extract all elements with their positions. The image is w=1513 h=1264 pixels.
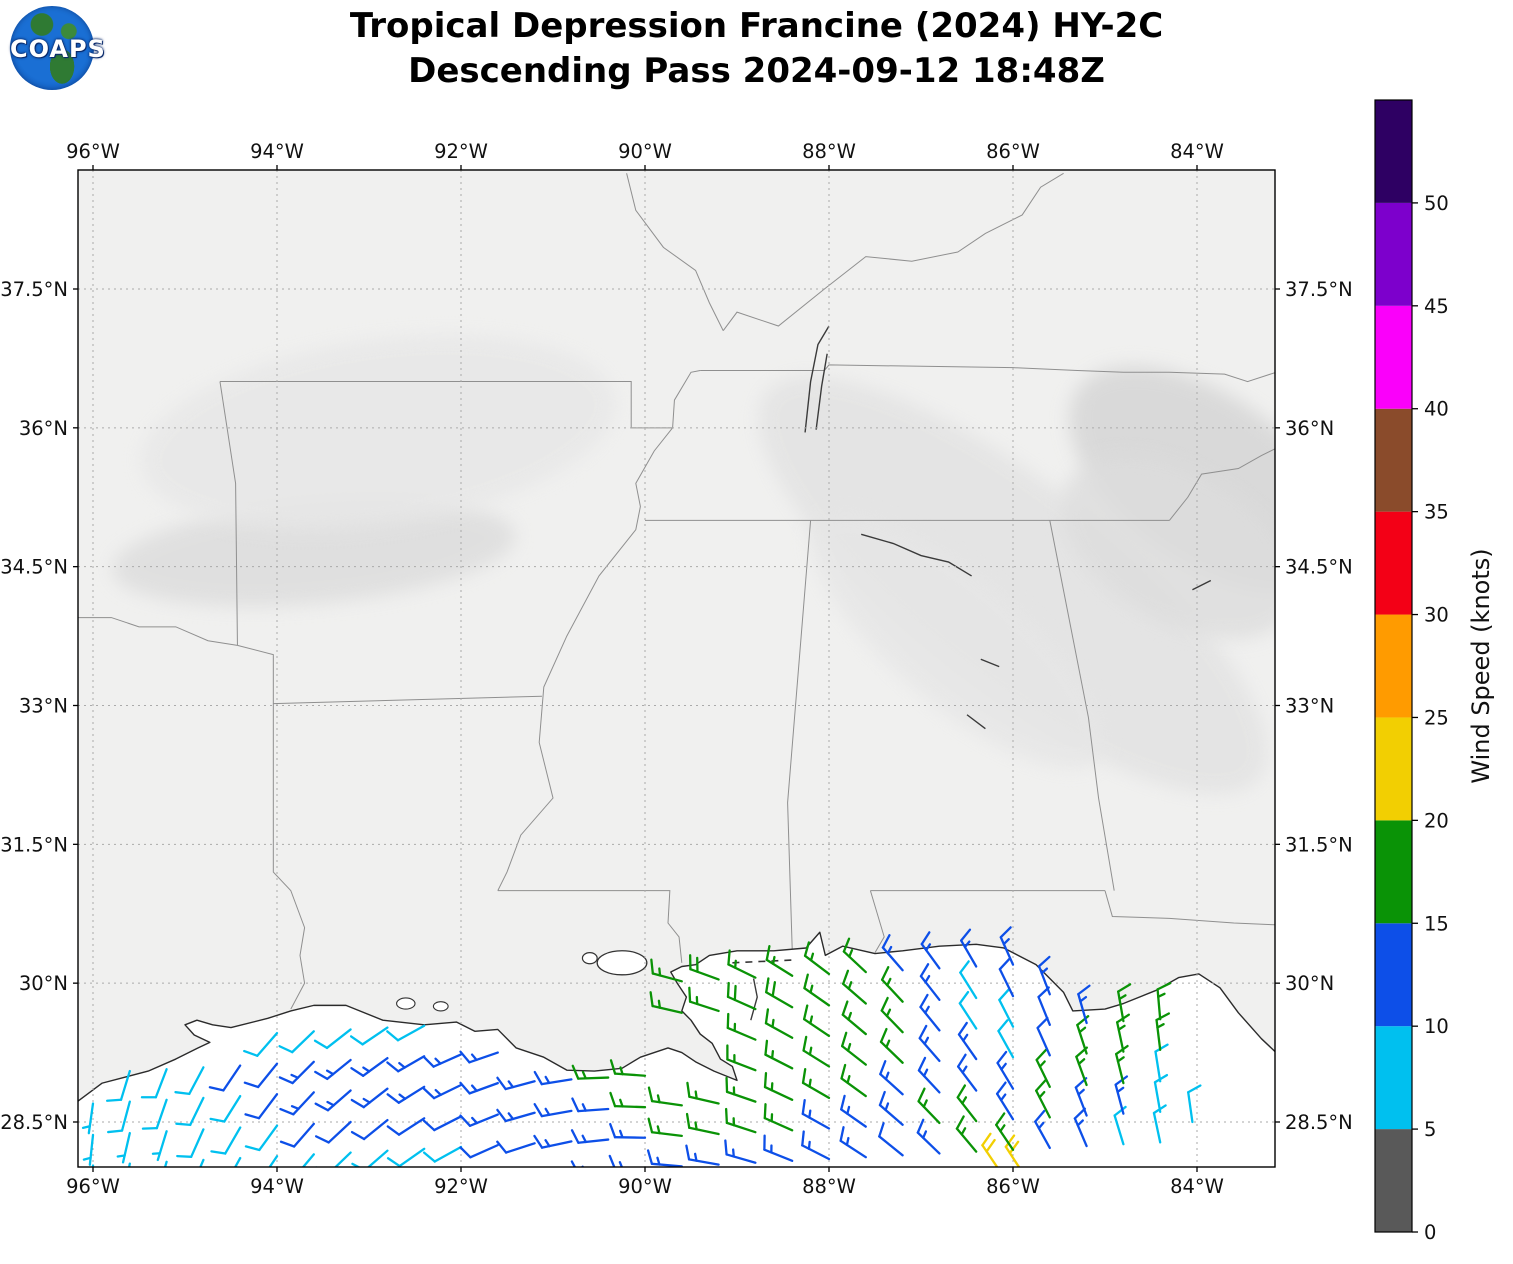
axis-tick-label: 31.5°N bbox=[0, 833, 68, 856]
axis-tick-label: 96°W bbox=[66, 140, 120, 163]
axis-tick-label: 50 bbox=[1424, 192, 1449, 215]
axis-tick-label: 37.5°N bbox=[1285, 278, 1353, 301]
axis-tick-label: 33°N bbox=[19, 694, 68, 717]
axis-tick-label: 84°W bbox=[1170, 1175, 1224, 1198]
axis-tick-label: 33°N bbox=[1285, 694, 1334, 717]
wind-barbs bbox=[81, 926, 1202, 1167]
axis-tick-label: 10 bbox=[1424, 1015, 1449, 1038]
axis-tick-label: 34.5°N bbox=[0, 556, 68, 579]
axis-tick-label: 31.5°N bbox=[1285, 833, 1353, 856]
axis-tick-label: 88°W bbox=[802, 1175, 856, 1198]
axis-tick-label: 28.5°N bbox=[1285, 1111, 1353, 1134]
colorbar: Wind Speed (knots) bbox=[1374, 99, 1495, 1233]
plot-title-line1: Tropical Depression Francine (2024) HY-2… bbox=[349, 6, 1164, 46]
map-frame bbox=[77, 169, 1276, 1168]
axis-tick-label: 20 bbox=[1424, 809, 1449, 832]
axis-tick-label: 35 bbox=[1424, 501, 1449, 524]
axis-tick-label: 30°N bbox=[19, 972, 68, 995]
axis-tick-label: 45 bbox=[1424, 295, 1449, 318]
axis-tick-label: 37.5°N bbox=[0, 278, 68, 301]
plot-title: Tropical Depression Francine (2024) HY-2… bbox=[0, 4, 1513, 94]
axis-tick-label: 88°W bbox=[802, 140, 856, 163]
axis-tick-label: 28.5°N bbox=[0, 1111, 68, 1134]
axis-tick-label: 36°N bbox=[1285, 417, 1334, 440]
axis-tick-label: 86°W bbox=[986, 140, 1040, 163]
map-area bbox=[78, 170, 1275, 1167]
axis-tick-label: 5 bbox=[1424, 1118, 1436, 1141]
axis-tick-label: 40 bbox=[1424, 398, 1449, 421]
axis-tick-label: 90°W bbox=[618, 140, 672, 163]
axis-tick-label: 84°W bbox=[1170, 140, 1224, 163]
coaps-logo: COAPS bbox=[10, 6, 106, 90]
axis-tick-label: 36°N bbox=[19, 417, 68, 440]
coastline bbox=[78, 931, 1275, 1103]
axis-tick-label: 92°W bbox=[434, 1175, 488, 1198]
axis-tick-label: 34.5°N bbox=[1285, 556, 1353, 579]
axis-tick-label: 92°W bbox=[434, 140, 488, 163]
axis-tick-label: 94°W bbox=[250, 140, 304, 163]
axis-tick-label: 86°W bbox=[986, 1175, 1040, 1198]
axis-tick-label: 15 bbox=[1424, 912, 1449, 935]
axis-tick-label: 30 bbox=[1424, 604, 1449, 627]
axis-tick-label: 90°W bbox=[618, 1175, 672, 1198]
axis-tick-label: 30°N bbox=[1285, 972, 1334, 995]
axis-tick-label: 96°W bbox=[66, 1175, 120, 1198]
axis-tick-label: 94°W bbox=[250, 1175, 304, 1198]
axis-tick-label: 25 bbox=[1424, 706, 1449, 729]
plot-title-line2: Descending Pass 2024-09-12 18:48Z bbox=[408, 51, 1105, 91]
coaps-logo-text: COAPS bbox=[10, 35, 106, 63]
axis-tick-label: 0 bbox=[1424, 1221, 1436, 1244]
colorbar-label: Wind Speed (knots) bbox=[1467, 548, 1495, 783]
